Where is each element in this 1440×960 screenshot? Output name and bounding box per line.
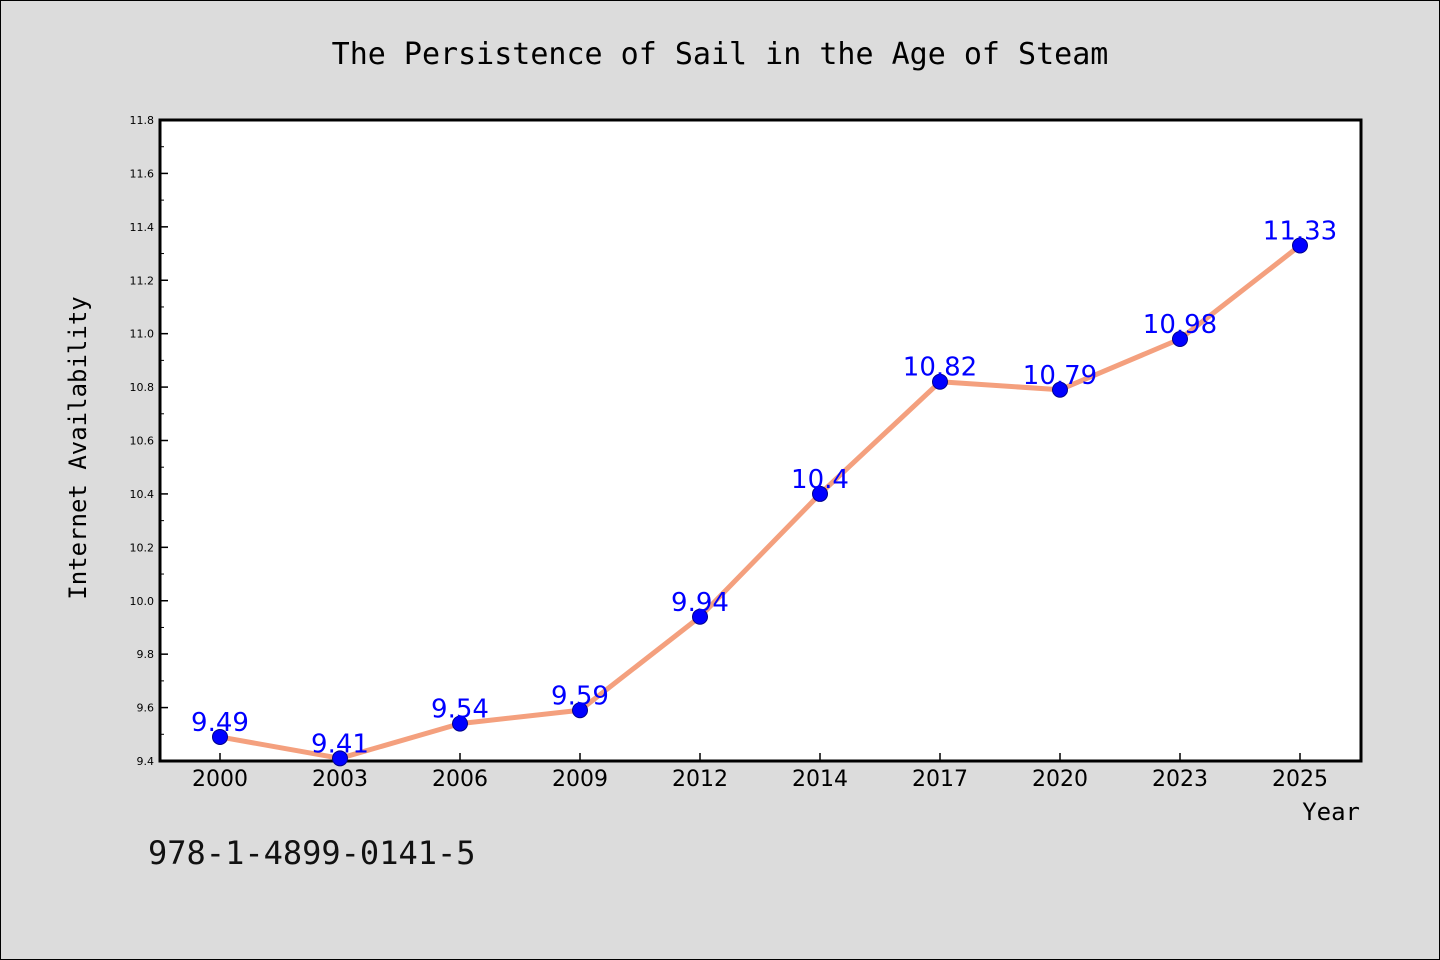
data-point [812,485,828,502]
y-tick-label: 11.8 [130,114,155,127]
data-point [932,373,948,390]
x-tick-label: 2023 [1152,767,1208,792]
y-tick-label: 10.8 [130,381,155,394]
data-label: 9.49 [191,708,249,738]
data-point [692,608,708,625]
data-label: 10.98 [1143,310,1217,340]
y-tick-label: 10.6 [130,435,155,448]
plot-area [158,118,1363,763]
y-axis: 9.4 9.6 9.8 10.0 10.2 10.4 10.6 10.8 11.0 11.2 11.… [130,114,168,768]
y-tick-label: 10.2 [130,541,155,554]
x-tick-label: 2014 [792,767,848,792]
data-label: 10.4 [791,465,849,495]
data-markers [212,237,1308,767]
x-tick-label: 2025 [1272,767,1328,792]
data-label: 9.41 [311,729,369,759]
y-tick-label: 9.6 [137,702,155,715]
chart-title: The Persistence of Sail in the Age of St… [332,37,1109,72]
data-label: 10.79 [1023,361,1097,391]
data-point [572,702,588,719]
x-axis-label: Year [1302,798,1360,826]
data-labels: 9.49 9.41 9.54 9.59 9.94 10.4 10.82 10.79 10.98 1… [191,217,1337,760]
data-label: 9.54 [431,695,489,725]
x-tick-label: 2003 [312,767,368,792]
x-tick-label: 2012 [672,767,728,792]
series-line [219,243,1302,761]
x-tick-label: 2020 [1032,767,1088,792]
data-point [1292,237,1308,254]
y-tick-label: 11.4 [130,221,155,234]
data-label: 9.59 [551,681,609,711]
x-tick-label: 2009 [552,767,608,792]
x-axis: 2000 2003 2006 2009 2012 2014 2017 2020 2023 2025 [192,753,1328,792]
data-label: 11.33 [1263,217,1337,247]
y-tick-label: 11.0 [130,328,155,341]
y-tick-label: 10.0 [130,595,155,608]
data-point [1172,331,1188,348]
data-point [1052,381,1068,398]
data-label: 10.82 [903,353,977,383]
data-point [332,750,348,767]
isbn-text: 978-1-4899-0141-5 [148,834,476,872]
x-tick-label: 2017 [912,767,968,792]
y-tick-label: 11.2 [130,274,155,287]
y-tick-label: 11.6 [130,167,155,180]
x-tick-label: 2000 [192,767,248,792]
y-tick-label: 10.4 [130,488,155,501]
y-tick-label: 9.4 [137,755,155,768]
y-tick-label: 9.8 [137,648,155,661]
y-axis-label: Internet Availability [64,296,92,599]
x-tick-label: 2006 [432,767,488,792]
data-point [212,728,228,745]
data-point [452,715,468,732]
data-label: 9.94 [671,588,729,618]
